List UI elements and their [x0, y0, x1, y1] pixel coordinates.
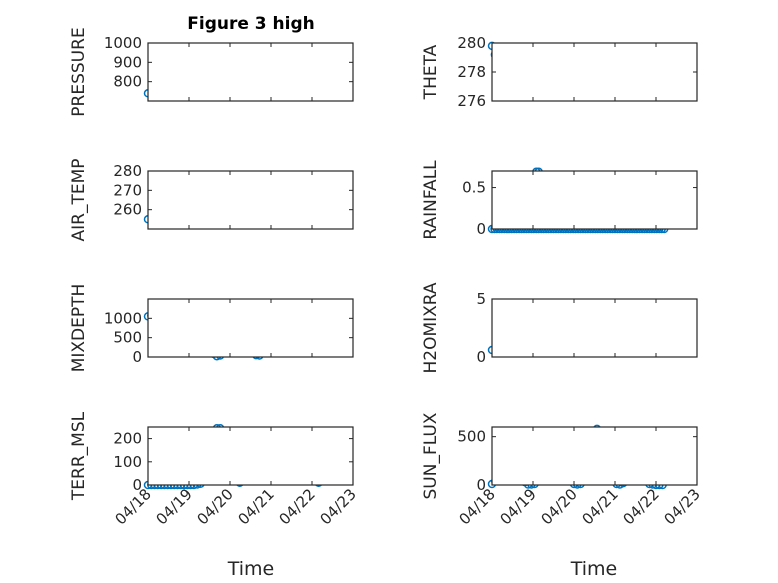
axes-frame	[491, 42, 698, 102]
axes-frame	[147, 42, 354, 102]
y-tick-label: 0.5	[462, 179, 486, 197]
y-axis-label: PRESSURE	[69, 27, 89, 116]
y-axis-label: SUN_FLUX	[421, 412, 441, 499]
subplot-sun_flux: 050004/1804/1904/2004/2104/2204/23SUN_FL…	[421, 412, 704, 528]
x-tick-label: 04/21	[235, 485, 278, 528]
y-tick-label: 278	[457, 63, 486, 81]
subplot-terr_msl: 010020004/1804/1904/2004/2104/2204/23TER…	[69, 411, 360, 528]
y-tick-label: 1000	[104, 309, 142, 327]
y-tick-label: 280	[457, 34, 486, 52]
x-axis-label-left: Time	[227, 558, 275, 580]
x-tick-label: 04/20	[538, 485, 581, 528]
axes-frame	[147, 426, 354, 486]
y-tick-label: 0	[476, 220, 486, 238]
subplot-h2omixra: 0 5 H2OMIXRA	[421, 282, 698, 374]
y-tick-label: 500	[457, 428, 486, 446]
y-tick-label: 900	[113, 53, 142, 71]
y-tick-label: 276	[457, 92, 486, 110]
y-tick-label: 0	[132, 476, 142, 494]
y-tick-label: 1000	[104, 34, 142, 52]
x-axis-label-right: Time	[570, 558, 618, 580]
x-tick-label: 04/19	[497, 485, 540, 528]
y-axis-label: H2OMIXRA	[421, 282, 441, 373]
axes-frame	[147, 170, 354, 230]
x-tick-label: 04/21	[579, 485, 622, 528]
y-axis-label: AIR_TEMP	[69, 159, 89, 242]
x-tick-label: 04/22	[276, 485, 319, 528]
y-axis-label: TERR_MSL	[69, 411, 89, 501]
y-tick-label: 0	[132, 348, 142, 366]
y-tick-label: 100	[113, 453, 142, 471]
axes-frame	[491, 170, 698, 230]
x-tick-label: 04/20	[194, 485, 237, 528]
y-tick-label: 200	[113, 430, 142, 448]
subplot-theta: 276 278 280 THETA	[421, 34, 698, 110]
subplot-rainfall: 0 0.5 RAINFALL	[421, 160, 698, 240]
y-tick-label: 0	[476, 476, 486, 494]
y-tick-label: 0	[476, 348, 486, 366]
y-tick-label: 500	[113, 329, 142, 347]
y-axis-label: RAINFALL	[421, 160, 441, 240]
y-tick-label: 280	[113, 162, 142, 180]
figure-title: Figure 3 high	[187, 14, 315, 34]
y-axis-label: THETA	[421, 44, 441, 100]
y-tick-label: 800	[113, 73, 142, 91]
y-axis-label: MIXDEPTH	[69, 284, 89, 373]
x-tick-label: 04/19	[153, 485, 196, 528]
y-tick-label: 5	[476, 290, 486, 308]
x-tick-label: 04/23	[317, 485, 360, 528]
y-tick-label: 270	[113, 181, 142, 199]
axes-frame	[491, 426, 698, 486]
y-tick-label: 260	[113, 201, 142, 219]
x-tick-label: 04/22	[620, 485, 663, 528]
x-tick-label: 04/23	[661, 485, 704, 528]
axes-frame	[147, 298, 354, 358]
axes-frame	[491, 298, 698, 358]
